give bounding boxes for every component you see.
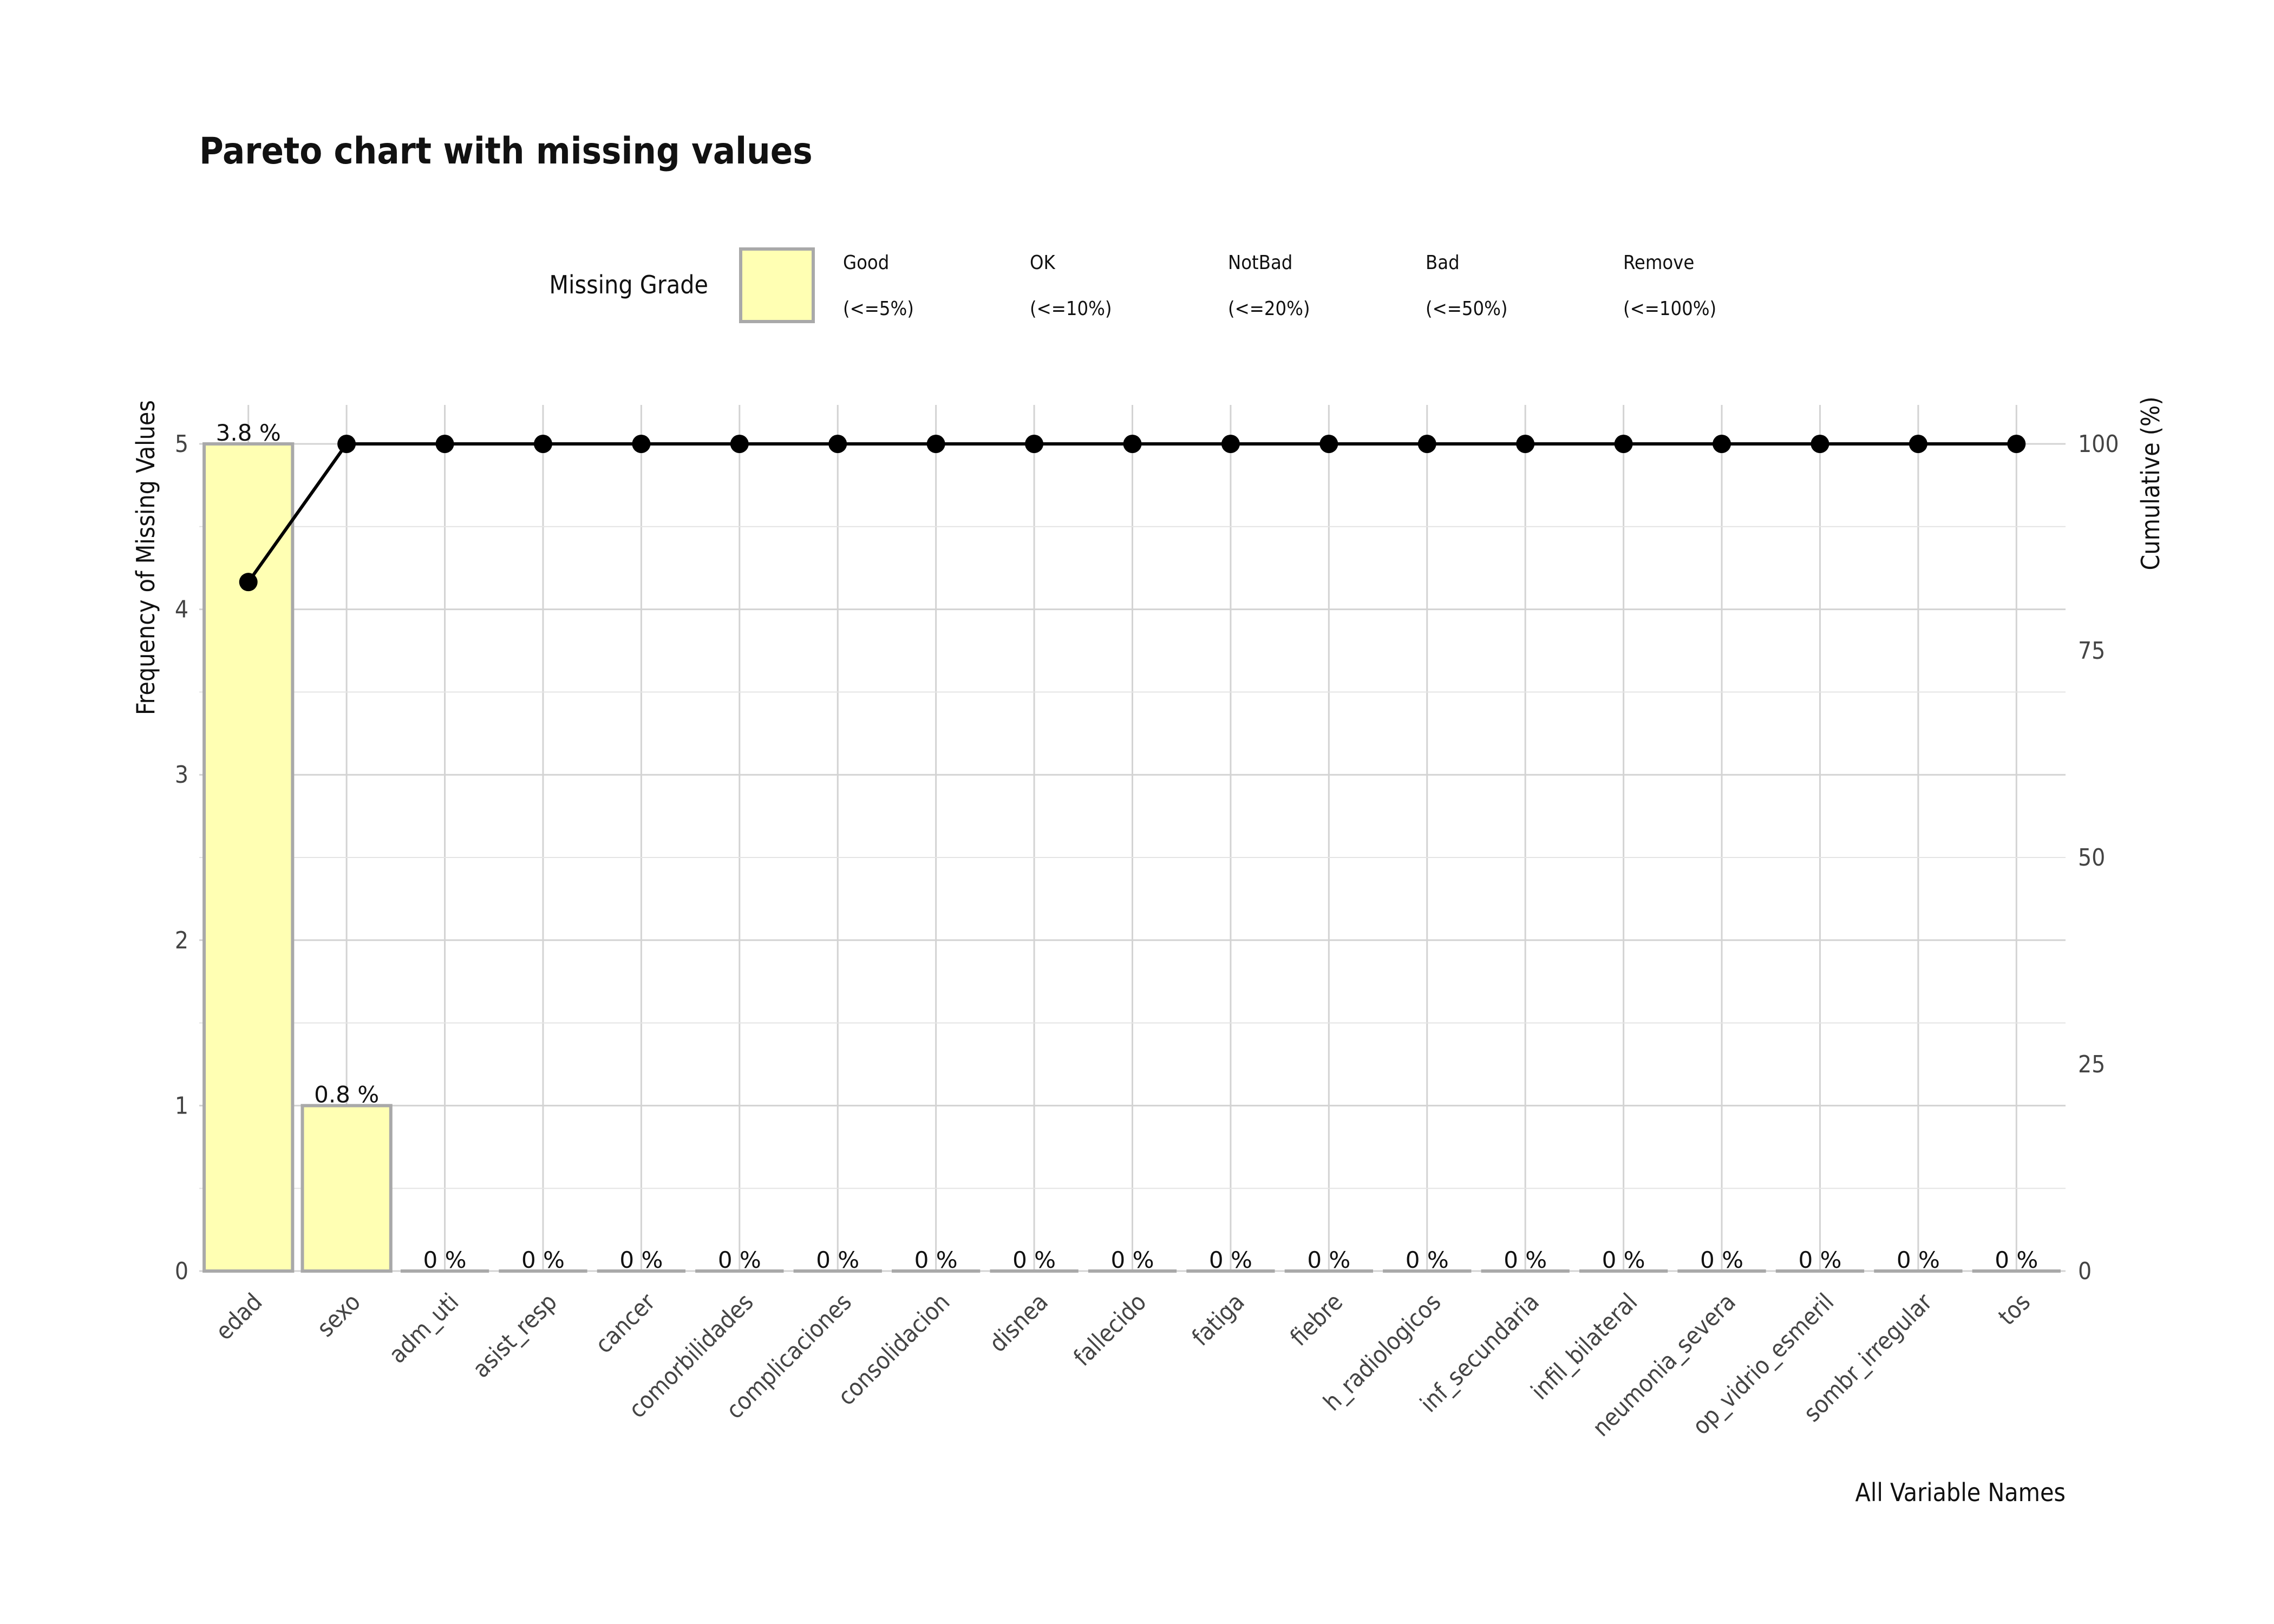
legend-range-bad: (<=50%) bbox=[1426, 298, 1508, 320]
cumulative-point-op_vidrio_esmeril bbox=[1811, 435, 1829, 453]
cumulative-point-tos bbox=[2007, 435, 2026, 453]
legend-title: Missing Grade bbox=[549, 270, 708, 299]
cumulative-point-sexo bbox=[337, 435, 356, 453]
y-tick-label: 3 bbox=[175, 761, 188, 789]
cumulative-point-infil_bilateral bbox=[1614, 435, 1633, 453]
cumulative-point-comorbilidades bbox=[730, 435, 749, 453]
y2-tick-label: 0 bbox=[2078, 1258, 2092, 1285]
cumulative-point-asist_resp bbox=[533, 435, 552, 453]
data-label-asist_resp: 0 % bbox=[521, 1247, 565, 1273]
y-tick-label: 4 bbox=[175, 596, 188, 624]
legend-range-remove: (<=100%) bbox=[1623, 298, 1716, 320]
cumulative-point-sombr_irregular bbox=[1909, 435, 1927, 453]
cumulative-point-adm_uti bbox=[435, 435, 454, 453]
data-label-cancer: 0 % bbox=[619, 1247, 663, 1273]
y-tick-label: 1 bbox=[175, 1092, 188, 1119]
x-tick-label: adm_uti bbox=[384, 1288, 465, 1369]
cumulative-line-series bbox=[239, 435, 2026, 592]
y-axis-ticks: 0 1 2 3 4 5 bbox=[175, 430, 188, 1285]
y2-axis-ticks: 0 25 50 75 100 bbox=[2078, 430, 2119, 1285]
x-tick-label: fiebre bbox=[1285, 1288, 1348, 1352]
legend-grade-notbad: NotBad bbox=[1228, 252, 1292, 274]
bar-sexo bbox=[300, 1104, 393, 1273]
data-label-inf_secundaria: 0 % bbox=[1504, 1247, 1547, 1273]
data-label-consolidacion: 0 % bbox=[914, 1247, 958, 1273]
data-label-fiebre: 0 % bbox=[1307, 1247, 1350, 1273]
cumulative-point-fatiga bbox=[1221, 435, 1240, 453]
x-tick-label: sexo bbox=[312, 1288, 366, 1343]
cumulative-point-disnea bbox=[1025, 435, 1044, 453]
y2-tick-label: 75 bbox=[2078, 637, 2105, 665]
data-label-op_vidrio_esmeril: 0 % bbox=[1798, 1247, 1841, 1273]
cumulative-point-inf_secundaria bbox=[1516, 435, 1535, 453]
cumulative-point-cancer bbox=[632, 435, 651, 453]
data-label-infil_bilateral: 0 % bbox=[1602, 1247, 1645, 1273]
cumulative-point-h_radiologicos bbox=[1417, 435, 1436, 453]
cumulative-point-neumonia_severa bbox=[1713, 435, 1731, 453]
x-tick-label: asist_resp bbox=[467, 1288, 563, 1384]
x-tick-label: edad bbox=[210, 1288, 267, 1346]
legend-grade-ok: OK bbox=[1030, 252, 1055, 274]
y-tick-label: 0 bbox=[175, 1258, 188, 1285]
y2-axis-title: Cumulative (%) bbox=[2136, 397, 2165, 571]
grid-lines bbox=[199, 405, 2066, 1272]
cumulative-point-fallecido bbox=[1123, 435, 1142, 453]
y2-tick-label: 25 bbox=[2078, 1051, 2105, 1078]
data-label-adm_uti: 0 % bbox=[423, 1247, 467, 1273]
data-label-complicaciones: 0 % bbox=[816, 1247, 859, 1273]
x-tick-label: fatiga bbox=[1187, 1288, 1250, 1352]
legend-grade-remove: Remove bbox=[1623, 252, 1694, 274]
data-label-sexo: 0.8 % bbox=[314, 1081, 379, 1108]
legend: Missing Grade Good (<=5%) OK (<=10%) NotBad (… bbox=[549, 247, 1716, 323]
x-tick-label: cancer bbox=[590, 1288, 661, 1359]
data-label-disnea: 0 % bbox=[1012, 1247, 1056, 1273]
legend-grade-good: Good bbox=[843, 252, 889, 274]
y-tick-label: 5 bbox=[175, 430, 188, 458]
data-label-tos: 0 % bbox=[1995, 1247, 2038, 1273]
data-label-sombr_irregular: 0 % bbox=[1897, 1247, 1940, 1273]
data-label-fatiga: 0 % bbox=[1209, 1247, 1252, 1273]
x-axis-title: All Variable Names bbox=[1855, 1478, 2066, 1507]
cumulative-point-edad bbox=[239, 573, 258, 592]
data-label-comorbilidades: 0 % bbox=[718, 1247, 761, 1273]
data-label-edad: 3.8 % bbox=[216, 420, 281, 446]
y2-tick-label: 100 bbox=[2078, 430, 2119, 458]
data-label-h_radiologicos: 0 % bbox=[1406, 1247, 1449, 1273]
legend-range-good: (<=5%) bbox=[843, 298, 914, 320]
data-label-fallecido: 0 % bbox=[1111, 1247, 1154, 1273]
x-axis-ticks: edad sexo adm_uti asist_resp cancercomorbili… bbox=[210, 1288, 2036, 1442]
x-tick-label: fallecido bbox=[1068, 1288, 1152, 1372]
y2-tick-label: 50 bbox=[2078, 844, 2105, 872]
y-axis-title: Frequency of Missing Values bbox=[131, 400, 160, 715]
y-tick-label: 2 bbox=[175, 927, 188, 954]
data-labels: 3.8 % 0.8 % 0 % 0 % 0 % 0 % 0 % 0 % 0 % 0 % 0 % 0 %… bbox=[216, 420, 2038, 1273]
data-label-neumonia_severa: 0 % bbox=[1700, 1247, 1743, 1273]
legend-key-good bbox=[739, 247, 815, 323]
cumulative-point-fiebre bbox=[1319, 435, 1338, 453]
bar-edad bbox=[202, 442, 295, 1273]
legend-range-ok: (<=10%) bbox=[1030, 298, 1112, 320]
x-tick-label: disnea bbox=[984, 1288, 1054, 1358]
legend-grade-bad: Bad bbox=[1426, 252, 1460, 274]
legend-range-notbad: (<=20%) bbox=[1228, 298, 1310, 320]
chart-title: Pareto chart with missing values bbox=[199, 130, 813, 173]
x-tick-label: tos bbox=[1993, 1288, 2036, 1331]
cumulative-point-consolidacion bbox=[926, 435, 945, 453]
cumulative-point-complicaciones bbox=[828, 435, 847, 453]
